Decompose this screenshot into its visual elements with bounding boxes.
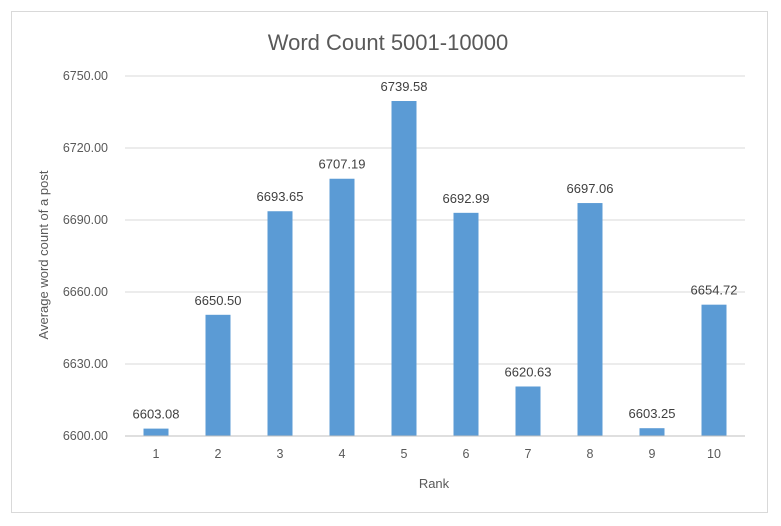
x-tick-label: 9 — [649, 447, 656, 461]
y-tick-label: 6630.00 — [63, 357, 108, 371]
data-label: 6693.65 — [257, 189, 304, 204]
x-axis-ticks: 1 2 3 4 5 6 7 8 9 10 — [153, 447, 721, 461]
chart-title: Word Count 5001-10000 — [268, 30, 509, 55]
y-tick-label: 6720.00 — [63, 141, 108, 155]
data-labels: 6603.08 6650.50 6693.65 6707.19 6739.58 6692.… — [133, 79, 738, 422]
bar-rank-10 — [701, 304, 727, 436]
x-tick-label: 2 — [215, 447, 222, 461]
bar-rank-5 — [391, 101, 417, 437]
data-label: 6739.58 — [381, 79, 428, 94]
data-label: 6697.06 — [567, 181, 614, 196]
bar-rank-7 — [515, 386, 541, 436]
bar-rank-4 — [329, 178, 355, 436]
data-label: 6707.19 — [319, 157, 366, 172]
y-axis-label: Average word count of a post — [36, 170, 51, 339]
bar-rank-6 — [453, 212, 479, 436]
x-tick-label: 5 — [401, 447, 408, 461]
bar-rank-1 — [143, 428, 169, 436]
data-label: 6650.50 — [195, 293, 242, 308]
x-tick-label: 10 — [707, 447, 721, 461]
data-label: 6692.99 — [443, 191, 490, 206]
x-tick-label: 4 — [339, 447, 346, 461]
bar-rank-9 — [639, 428, 665, 436]
data-label: 6603.25 — [629, 406, 676, 421]
data-label: 6654.72 — [691, 283, 738, 298]
bar-rank-2 — [205, 314, 231, 436]
bar-rank-8 — [577, 203, 603, 436]
x-tick-label: 8 — [587, 447, 594, 461]
bar-rank-3 — [267, 211, 293, 436]
y-tick-label: 6750.00 — [63, 69, 108, 83]
x-tick-label: 7 — [525, 447, 532, 461]
y-tick-label: 6600.00 — [63, 429, 108, 443]
x-axis-label: Rank — [419, 476, 450, 491]
x-tick-label: 6 — [463, 447, 470, 461]
data-label: 6603.08 — [133, 407, 180, 422]
x-tick-label: 1 — [153, 447, 160, 461]
y-axis-ticks: 6600.00 6630.00 6660.00 6690.00 6720.00 6750.… — [63, 69, 108, 443]
data-label: 6620.63 — [505, 364, 552, 379]
x-tick-label: 3 — [277, 447, 284, 461]
y-tick-label: 6660.00 — [63, 285, 108, 299]
y-tick-label: 6690.00 — [63, 213, 108, 227]
bars — [143, 101, 727, 437]
